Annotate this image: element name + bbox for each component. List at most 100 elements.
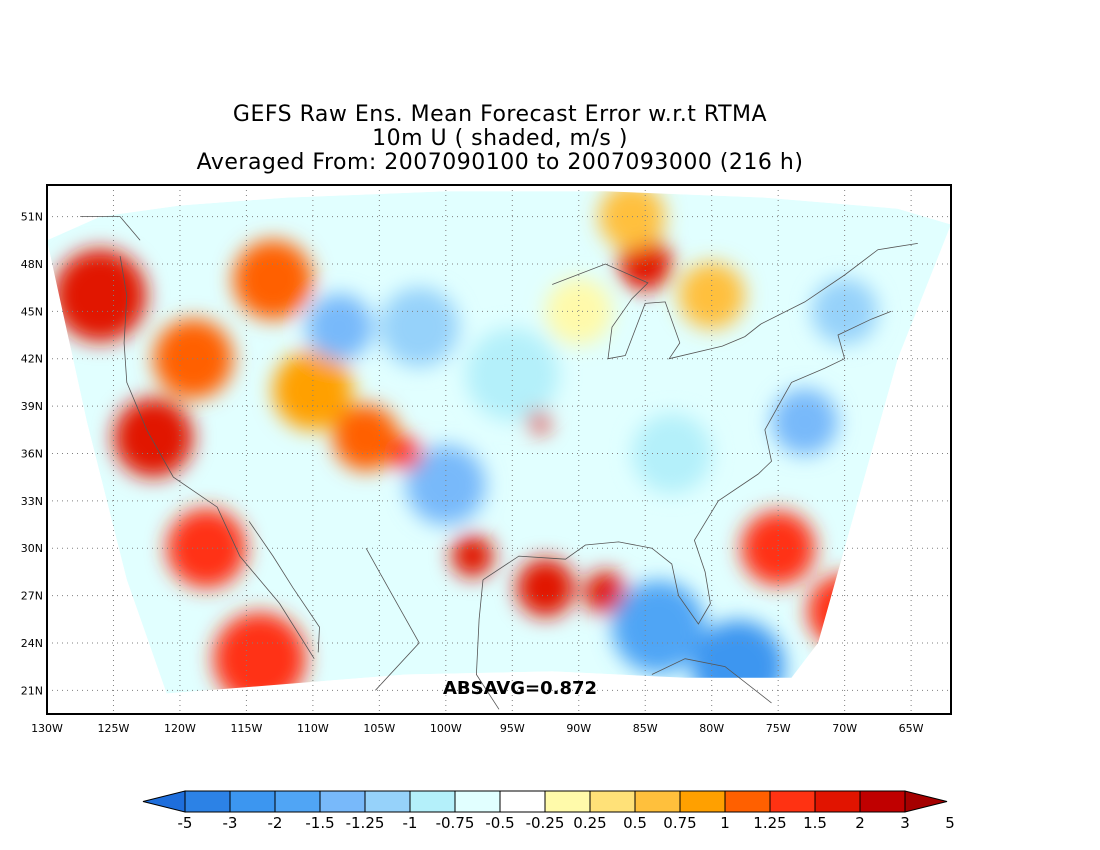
shaded-region [631, 413, 712, 494]
shaded-region [771, 388, 838, 456]
colorbar-level-label: 5 [945, 814, 955, 832]
colorbar-swatch [454, 790, 501, 813]
lat-tick-label: 30N [21, 542, 43, 555]
colorbar-level-label: 0.5 [623, 814, 647, 832]
coastline-segment [475, 579, 500, 710]
shaded-region [465, 327, 559, 422]
lon-tick-label: 95W [500, 722, 525, 735]
shaded-region [389, 437, 422, 470]
absavg-annotation: ABSAVG=0.872 [443, 678, 597, 699]
lat-tick-label: 21N [21, 684, 43, 697]
shaded-region [516, 558, 575, 617]
lon-tick-label: 110W [297, 722, 329, 735]
lat-tick-label: 36N [21, 447, 43, 460]
colorbar-level-label: 1 [720, 814, 730, 832]
lon-tick-label: 100W [430, 722, 462, 735]
lon-tick-label: 125W [98, 722, 130, 735]
shaded-region [233, 239, 313, 320]
shaded-region [740, 510, 816, 586]
shaded-region [166, 508, 247, 589]
colorbar-level-label: -1.5 [305, 814, 334, 832]
colorbar-level-label: -1 [403, 814, 418, 832]
lat-tick-label: 33N [21, 495, 43, 508]
lon-tick-label: 90W [566, 722, 591, 735]
shaded-region [612, 580, 706, 674]
coastline [80, 216, 918, 710]
colorbar-level-label: -5 [178, 814, 193, 832]
lon-tick-label: 105W [363, 722, 395, 735]
shaded-region [153, 318, 234, 399]
shaded-region [811, 278, 878, 345]
lon-tick-label: 75W [766, 722, 791, 735]
shaded-region [306, 293, 373, 361]
lon-tick-label: 120W [164, 722, 196, 735]
longitude-tick-labels: 130W 125W 120W 115W 110W 105W 100W 95W 90W 85W 80W… [31, 722, 924, 735]
colorbar-swatch [319, 790, 366, 813]
lon-tick-label: 70W [832, 722, 857, 735]
coastline-segment [248, 521, 320, 653]
lat-tick-label: 48N [21, 258, 43, 271]
colorbar-swatch [589, 790, 636, 813]
lon-tick-label: 85W [633, 722, 658, 735]
colorbar-swatch [229, 790, 276, 813]
shaded-region [213, 612, 307, 694]
shaded-region [598, 191, 666, 250]
coastline-segment [365, 548, 420, 691]
colorbar-swatch [814, 790, 861, 813]
map-title-line-3: Averaged From: 2007090100 to 2007093000 … [196, 150, 804, 175]
colorbar-level-label: 1.25 [753, 814, 786, 832]
colorbar-swatch [364, 790, 411, 813]
colorbar-swatch [274, 790, 321, 813]
shaded-region [53, 249, 147, 343]
colorbar-level-label: 3 [900, 814, 910, 832]
colorbar: -5 -3 -2 -1.5 -1.25 -1 -0.75 -0.5 -0.25 0.25 0.5 0.… [142, 790, 955, 832]
coastline-segment [552, 263, 762, 360]
coastline-segment [80, 216, 141, 241]
map-title-line-1: GEFS Raw Ens. Mean Forecast Error w.r.t … [232, 102, 768, 127]
shaded-region [545, 278, 612, 345]
lat-tick-label: 45N [21, 305, 43, 318]
coastline-segment [482, 310, 892, 625]
colorbar-swatch [724, 790, 771, 813]
shaded-region [584, 571, 627, 614]
colorbar-level-label: 0.75 [663, 814, 696, 832]
colorbar-level-label: -3 [223, 814, 238, 832]
colorbar-level-label: -2 [268, 814, 283, 832]
colorbar-level-label: 0.25 [573, 814, 606, 832]
colorbar-level-label: -1.25 [346, 814, 385, 832]
colorbar-swatch [544, 790, 591, 813]
colorbar-swatch [859, 790, 906, 813]
lon-tick-label: 130W [31, 722, 63, 735]
graticule [47, 185, 951, 714]
lat-tick-label: 42N [21, 353, 43, 366]
lon-tick-label: 80W [699, 722, 724, 735]
shaded-region [618, 237, 672, 291]
colorbar-swatch [634, 790, 681, 813]
colorbar-level-label: -0.25 [526, 814, 565, 832]
colorbar-level-label: 2 [855, 814, 865, 832]
coastline-segment [119, 256, 315, 659]
colorbar-arrow-low [142, 790, 186, 813]
colorbar-swatch [409, 790, 456, 813]
lon-tick-label: 115W [230, 722, 262, 735]
lat-tick-label: 51N [21, 211, 43, 224]
shaded-region [451, 534, 494, 578]
coastline-segment [651, 658, 772, 704]
lat-tick-label: 24N [21, 637, 43, 650]
colorbar-swatch [679, 790, 726, 813]
colorbar-arrow-high [904, 790, 948, 813]
colorbar-swatch [184, 790, 231, 813]
map-frame [46, 184, 952, 715]
shaded-region [528, 411, 550, 433]
lat-tick-label: 39N [21, 400, 43, 413]
coastline-segment [760, 243, 918, 325]
latitude-tick-labels: 21N 24N 27N 30N 33N 36N 39N 42N 45N 48N 51N [21, 211, 43, 698]
colorbar-level-label: -0.75 [436, 814, 475, 832]
colorbar-swatch [499, 790, 546, 813]
lat-tick-label: 27N [21, 590, 43, 603]
colorbar-swatch [769, 790, 816, 813]
map-title-line-2: 10m U ( shaded, m/s ) [372, 126, 628, 151]
colorbar-level-label: 1.5 [803, 814, 827, 832]
lon-tick-label: 65W [899, 722, 924, 735]
